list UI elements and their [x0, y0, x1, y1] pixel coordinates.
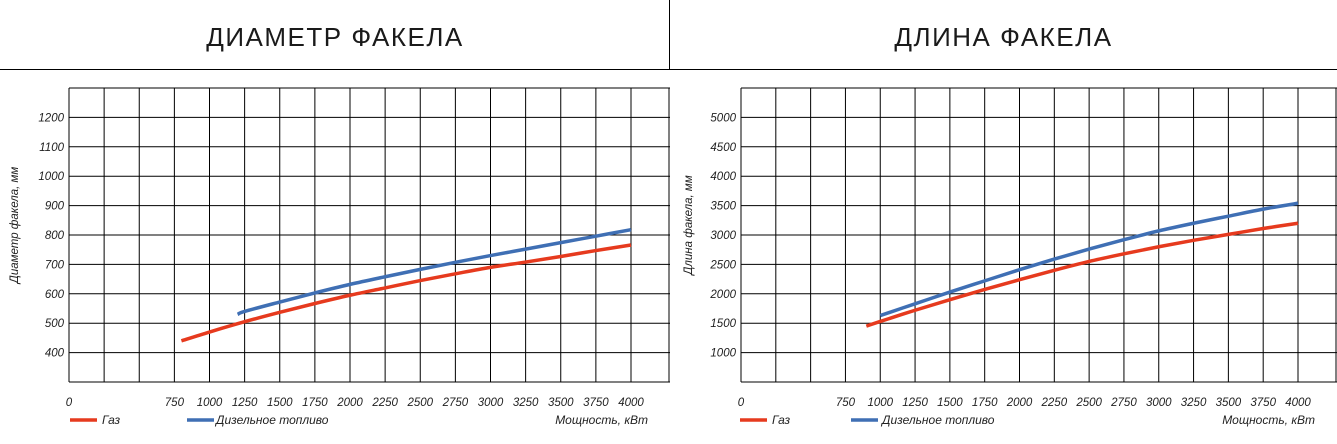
y-tick-label: 5000 — [710, 112, 736, 124]
legend-label-gas: Газ — [772, 413, 791, 427]
x-tick-label: 3000 — [1146, 397, 1172, 409]
x-tick-label: 4000 — [1285, 397, 1311, 409]
chart-length: 1000 1500 2000 2500 3000 3500 4000 4500 5000 0 750… — [683, 87, 1337, 427]
legend-label-diesel: Дизельное топливо — [214, 413, 329, 427]
y-tick-label: 1000 — [38, 171, 64, 183]
x-tick-label: 3000 — [478, 397, 504, 409]
x-tick-label: 1500 — [267, 397, 293, 409]
x-tick-label: 750 — [165, 397, 185, 409]
panel-divider — [669, 0, 670, 70]
x-tick-label: 2000 — [336, 397, 363, 409]
legend-label-diesel: Дизельное топливо — [880, 413, 995, 427]
y-tick-label: 800 — [45, 230, 65, 242]
chart-title: ДЛИНА ФАКЕЛА — [894, 22, 1113, 52]
chart-diameter: 400 500 600 700 800 900 1000 1100 1200 0 750 1000 12… — [9, 87, 670, 427]
series-line-diesel — [879, 201, 1299, 318]
x-tick-label: 1750 — [972, 397, 998, 409]
series-line-gas — [865, 221, 1299, 328]
y-tick-label: 700 — [45, 259, 65, 271]
x-tick-label: 2000 — [1006, 397, 1033, 409]
legend-label-gas: Газ — [102, 413, 121, 427]
x-tick-label: 3250 — [513, 397, 539, 409]
y-tick-label: 1200 — [38, 112, 64, 124]
x-tick-label: 2750 — [1110, 397, 1137, 409]
y-tick-label: 1100 — [39, 142, 64, 154]
x-axis-label: Мощность, кВт — [555, 413, 648, 427]
y-tick-label: 4500 — [710, 142, 736, 154]
x-tick-label: 3750 — [583, 397, 609, 409]
y-tick-label: 1000 — [710, 348, 736, 360]
chart-title: ДИАМЕТР ФАКЕЛА — [206, 22, 464, 52]
y-tick-label: 400 — [45, 348, 65, 360]
chart-panel-diameter: ДИАМЕТР ФАКЕЛА 400 500 600 700 800 900 1000 110… — [0, 0, 670, 427]
x-tick-label: 1250 — [232, 397, 258, 409]
x-tick-label: 750 — [836, 397, 856, 409]
y-tick-label: 3500 — [710, 201, 736, 213]
y-tick-label: 4000 — [710, 171, 736, 183]
x-tick-label: 1750 — [302, 397, 328, 409]
y-tick-label: 900 — [45, 201, 65, 213]
x-tick-label: 2500 — [406, 397, 433, 409]
x-tick-label: 0 — [66, 397, 73, 409]
series-line-diesel — [236, 227, 632, 316]
y-tick-label: 3000 — [710, 230, 736, 242]
x-tick-label: 2500 — [1075, 397, 1102, 409]
x-tick-label: 0 — [738, 397, 745, 409]
x-tick-label: 1000 — [197, 397, 223, 409]
y-tick-label: 2000 — [709, 289, 736, 301]
x-tick-label: 2750 — [442, 397, 469, 409]
x-axis-label: Мощность, кВт — [1222, 413, 1315, 427]
y-tick-label: 2500 — [709, 259, 736, 271]
x-tick-label: 1250 — [902, 397, 928, 409]
x-tick-label: 2250 — [1041, 397, 1068, 409]
x-tick-label: 3250 — [1181, 397, 1207, 409]
y-tick-label: 1500 — [710, 318, 736, 330]
title-band: ДИАМЕТР ФАКЕЛА — [0, 0, 670, 70]
title-band: ДЛИНА ФАКЕЛА — [670, 0, 1337, 70]
x-tick-label: 1500 — [937, 397, 963, 409]
y-axis-label: Длина факела, мм — [683, 175, 695, 277]
series-line-gas — [180, 243, 632, 343]
y-tick-label: 500 — [45, 318, 65, 330]
x-tick-label: 3750 — [1250, 397, 1276, 409]
x-tick-label: 1000 — [867, 397, 893, 409]
x-tick-label: 2250 — [371, 397, 398, 409]
x-tick-label: 4000 — [618, 397, 644, 409]
chart-panel-length: ДЛИНА ФАКЕЛА 1000 1500 2000 2500 3000 3500 400… — [670, 0, 1337, 444]
y-tick-label: 600 — [45, 289, 65, 301]
y-axis-label: Диаметр факела, мм — [9, 167, 21, 286]
x-tick-label: 3500 — [1216, 397, 1242, 409]
x-tick-label: 3500 — [548, 397, 574, 409]
